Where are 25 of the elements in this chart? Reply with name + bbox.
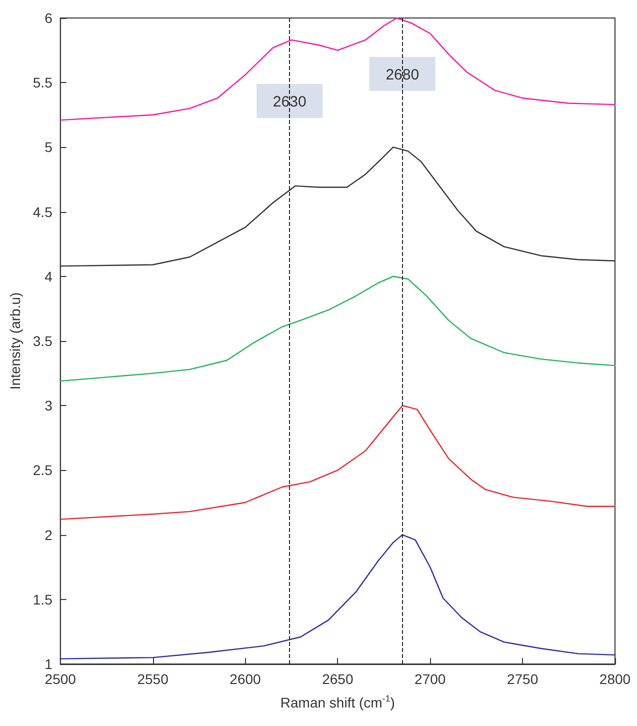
- annotation: 2630: [272, 93, 306, 110]
- x-tick-label: 2650: [322, 671, 354, 687]
- y-axis-title: Intensity (arb.u): [7, 292, 23, 390]
- y-tick-label: 5: [44, 139, 53, 156]
- x-tick-label: 2700: [414, 671, 446, 687]
- y-tick-label: 1.5: [32, 591, 53, 608]
- x-tick-label: 2500: [44, 671, 76, 687]
- x-tick-label: 2800: [599, 671, 631, 687]
- line-series: [60, 17, 616, 121]
- y-tick-label: 4: [44, 268, 53, 284]
- annotation: 2680: [386, 66, 420, 84]
- y-tick-label: 3.5: [32, 333, 53, 349]
- x-tick-label: 2750: [506, 671, 538, 687]
- y-tick-label: 1: [44, 656, 53, 672]
- line-series: [60, 534, 616, 660]
- line-series: [60, 405, 616, 520]
- y-tick-label: 4.5: [32, 204, 53, 220]
- y-tick-label: 3: [44, 398, 53, 414]
- line-series: [60, 276, 616, 382]
- y-tick-label: 5.5: [32, 74, 53, 91]
- y-tick-label: 6: [44, 10, 53, 26]
- y-tick-label: 2.5: [32, 462, 53, 478]
- x-tick-label: 2550: [137, 671, 169, 687]
- x-tick-label: 2600: [230, 671, 262, 687]
- y-tick-label: 2: [44, 526, 53, 543]
